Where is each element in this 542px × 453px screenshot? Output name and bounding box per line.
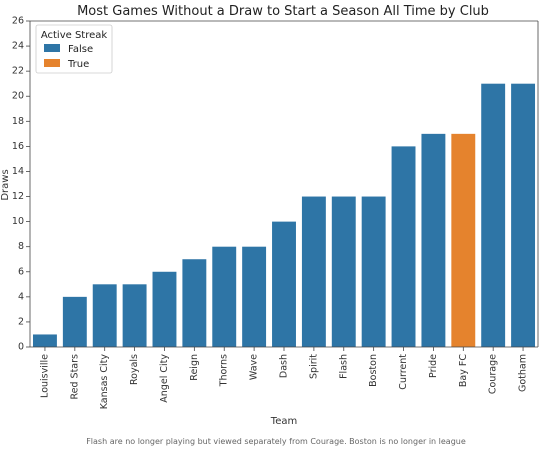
- y-tick-label: 2: [18, 316, 24, 327]
- bar-courage: [481, 83, 506, 347]
- y-tick-label: 8: [18, 241, 24, 252]
- x-tick-label: Red Stars: [69, 354, 80, 400]
- y-tick-label: 18: [12, 116, 24, 127]
- bar-gotham: [511, 83, 536, 347]
- y-axis-label: Draws: [0, 169, 11, 200]
- x-tick-label: Current: [398, 354, 409, 390]
- y-tick-label: 10: [12, 216, 24, 227]
- legend-label-true: True: [67, 59, 89, 70]
- y-tick-label: 22: [12, 66, 24, 77]
- x-tick-label: Bay FC: [458, 354, 469, 387]
- y-tick-label: 12: [12, 191, 24, 202]
- bar-boston: [361, 196, 386, 347]
- legend-swatch-true: [44, 59, 60, 67]
- x-tick-label: Angel City: [159, 354, 170, 403]
- x-tick-label: Reign: [189, 354, 200, 381]
- x-tick-label: Dash: [279, 354, 290, 378]
- x-axis-ticks: Louisville Red Stars Kansas City Royals Ange…: [39, 347, 529, 410]
- chart-footnote: Flash are no longer playing but viewed s…: [86, 437, 466, 446]
- x-tick-label: Gotham: [518, 354, 529, 392]
- y-tick-label: 24: [12, 41, 24, 52]
- bar-wave: [242, 246, 267, 347]
- bar-flash: [331, 196, 356, 347]
- x-tick-label: Pride: [428, 354, 439, 378]
- bar-bay-fc: [451, 133, 476, 347]
- x-tick-label: Spirit: [308, 354, 319, 379]
- x-tick-label: Boston: [368, 354, 379, 387]
- bar-pride: [421, 133, 446, 347]
- x-tick-label: Kansas City: [99, 354, 110, 410]
- y-tick-label: 16: [12, 141, 24, 152]
- bar-current: [391, 146, 416, 347]
- y-tick-label: 26: [12, 16, 24, 27]
- x-tick-label: Flash: [338, 354, 349, 379]
- x-axis-label: Team: [270, 416, 297, 427]
- bar-kansas-city: [92, 284, 117, 347]
- bar-dash: [272, 221, 296, 347]
- legend-label-false: False: [68, 44, 93, 55]
- legend-title: Active Streak: [41, 30, 108, 41]
- legend-swatch-false: [44, 44, 60, 52]
- bars-layer: [32, 83, 536, 347]
- y-tick-label: 6: [18, 266, 24, 277]
- bar-red-stars: [62, 296, 87, 347]
- bar-reign: [182, 259, 207, 347]
- y-tick-label: 14: [12, 166, 24, 177]
- y-tick-label: 4: [18, 291, 24, 302]
- bar-angel-city: [152, 271, 177, 347]
- x-tick-label: Royals: [129, 354, 140, 385]
- x-tick-label: Wave: [249, 354, 260, 380]
- bar-spirit: [301, 196, 326, 347]
- x-tick-label: Louisville: [39, 354, 50, 398]
- bar-louisville: [32, 334, 57, 347]
- bar-thorns: [212, 246, 237, 347]
- x-tick-label: Thorns: [219, 354, 230, 387]
- bar-royals: [122, 284, 147, 347]
- y-tick-label: 20: [12, 91, 24, 102]
- x-tick-label: Courage: [488, 354, 499, 394]
- chart-title: Most Games Without a Draw to Start a Sea…: [77, 4, 489, 19]
- y-tick-label: 0: [18, 342, 24, 353]
- legend: Active Streak False True: [35, 24, 113, 74]
